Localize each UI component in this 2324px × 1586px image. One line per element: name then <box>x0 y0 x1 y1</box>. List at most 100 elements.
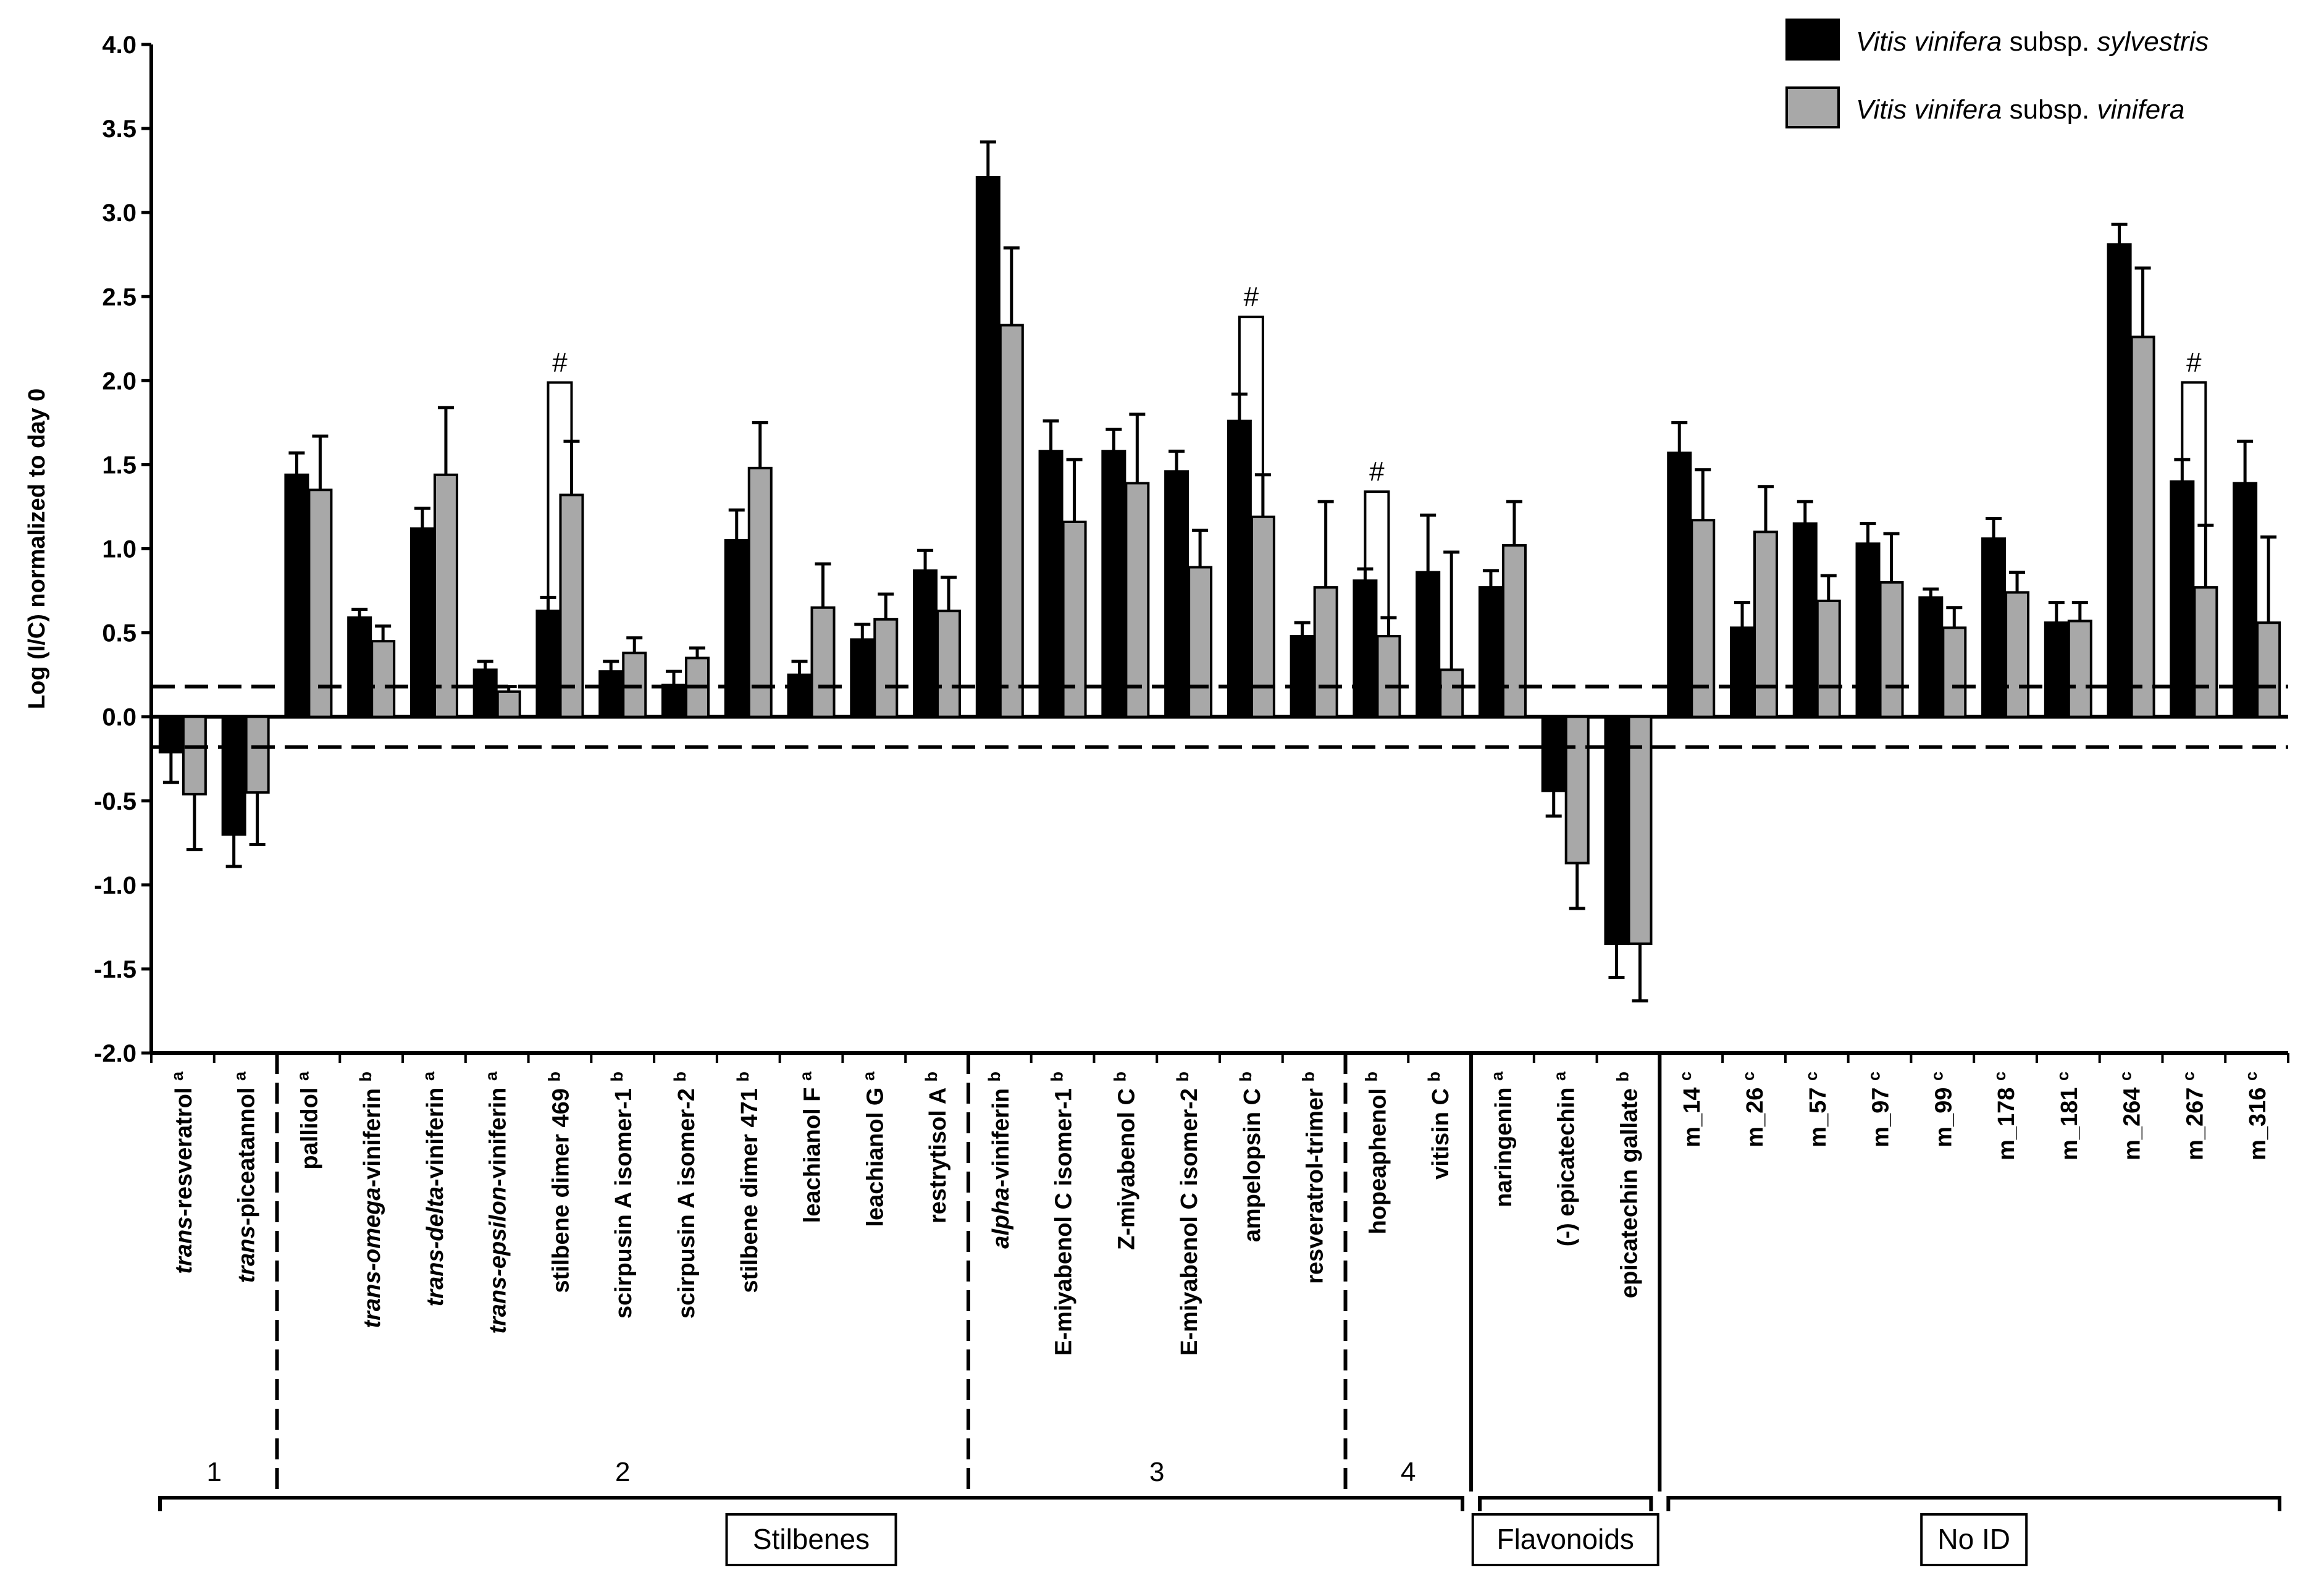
category-label-text: -viniferin <box>988 1082 1014 1188</box>
class-bracket <box>158 1496 1465 1511</box>
legend-rank: subsp. <box>2002 27 2097 57</box>
category-label: naringenin a <box>1488 1071 1517 1207</box>
category-label-superscript: b <box>1613 1072 1632 1082</box>
category-label: trans-omega-viniferin b <box>356 1072 385 1328</box>
category-label-superscript: b <box>608 1072 626 1082</box>
bar <box>1981 537 2007 718</box>
category-label-superscript: c <box>2053 1072 2072 1081</box>
category-label-superscript: b <box>1362 1072 1380 1082</box>
bar <box>2130 335 2155 718</box>
bar <box>598 670 624 718</box>
category-label-superscript: b <box>922 1072 941 1082</box>
category-label-text: restrytisol A <box>925 1082 951 1223</box>
legend-subspecies: vinifera <box>2097 94 2185 125</box>
bar <box>787 673 812 718</box>
category-label-text: -viniferin <box>485 1081 511 1186</box>
category-label-superscript: b <box>1425 1072 1443 1082</box>
category-label-superscript: c <box>2242 1072 2260 1081</box>
category-label-text: -piceatannol <box>234 1081 260 1225</box>
bar <box>1855 542 1881 718</box>
category-label-text: scirpusin A isomer-1 <box>611 1082 637 1319</box>
category-label: m_99 c <box>1928 1072 1957 1148</box>
bar <box>873 618 899 718</box>
bar <box>850 638 875 718</box>
bar <box>1416 571 1441 718</box>
category-label: hopeaphenol b <box>1362 1072 1391 1235</box>
category-label: m_14 c <box>1676 1072 1705 1148</box>
bar <box>1188 566 1213 718</box>
category-label: scirpusin A isomer-1 b <box>608 1072 637 1319</box>
y-tick-label: -0.5 <box>94 788 136 815</box>
bar <box>1942 626 1967 718</box>
legend-label: Vitis vinifera subsp. vinifera <box>1856 94 2184 125</box>
category-label-text: m_57 <box>1805 1081 1831 1148</box>
category-label-text: m_267 <box>2182 1081 2208 1160</box>
category-label-superscript: c <box>2116 1072 2135 1081</box>
category-label-superscript: b <box>545 1072 563 1082</box>
legend-subspecies: sylvestris <box>2097 27 2209 57</box>
class-label: No ID <box>1937 1523 2010 1555</box>
bar <box>936 610 962 718</box>
category-label-text: ampelopsin C <box>1240 1082 1265 1243</box>
bar <box>1604 715 1629 946</box>
category-label: m_97 c <box>1865 1072 1894 1148</box>
category-label-text: leachianol G <box>862 1081 888 1227</box>
legend-label: Vitis vinifera subsp. sylvestris <box>1856 27 2209 57</box>
significance-bracket <box>1364 490 1390 631</box>
category-label-text: hopeaphenol <box>1365 1082 1391 1235</box>
bar <box>182 715 207 795</box>
category-label-text: m_26 <box>1742 1081 1768 1148</box>
category-label-prefix: trans-delta <box>422 1186 448 1306</box>
bar <box>1564 715 1590 865</box>
category-label-superscript: c <box>1865 1072 1884 1081</box>
category-label: m_26 c <box>1739 1072 1768 1148</box>
subgroup-label: 3 <box>1149 1457 1164 1487</box>
category-label: m_267 c <box>2179 1072 2208 1160</box>
bar <box>1227 419 1252 718</box>
bar <box>1667 451 1692 718</box>
bar <box>409 527 435 718</box>
y-tick-label: -1.0 <box>94 872 136 899</box>
bar <box>2067 619 2092 718</box>
category-label-text: -resveratrol <box>171 1081 197 1217</box>
bar <box>559 493 584 718</box>
category-label-prefix: trans <box>234 1225 260 1283</box>
significance-marker: # <box>1369 456 1385 487</box>
category-label-superscript: b <box>985 1072 1004 1082</box>
category-label: m_264 c <box>2116 1072 2146 1160</box>
bar <box>2005 591 2030 718</box>
subgroup-label: 1 <box>207 1457 222 1487</box>
category-label: trans-epsilon-viniferin a <box>482 1071 511 1334</box>
category-label-superscript: b <box>356 1072 375 1082</box>
class-label: Stilbenes <box>753 1523 870 1555</box>
y-tick-label: 2.0 <box>102 367 136 395</box>
bar <box>2107 243 2132 718</box>
legend-species: Vitis vinifera <box>1856 27 2002 57</box>
legend-swatch <box>1785 86 1840 128</box>
category-label-superscript: a <box>419 1071 438 1081</box>
bar <box>2256 621 2281 718</box>
class-box <box>725 1513 897 1566</box>
category-label: m_181 c <box>2053 1072 2083 1160</box>
significance-bracket <box>2181 381 2207 582</box>
bar <box>747 466 773 718</box>
category-label: resveratrol-trimer b <box>1299 1072 1328 1284</box>
category-label-text: E-miyabenol C isomer-1 <box>1051 1082 1077 1356</box>
category-label-prefix: trans-omega <box>359 1188 385 1328</box>
bar <box>1478 586 1503 718</box>
bar <box>1376 635 1401 718</box>
significance-marker: # <box>552 347 568 377</box>
category-label: scirpusin A isomer-2 b <box>671 1072 700 1319</box>
category-label-prefix: trans <box>171 1217 197 1274</box>
bar <box>2044 621 2069 718</box>
category-label: m_178 c <box>1991 1072 2020 1160</box>
bar <box>1879 581 1904 718</box>
bar <box>975 176 1000 718</box>
bar <box>535 610 561 718</box>
category-label-superscript: b <box>671 1072 689 1082</box>
class-bracket <box>1478 1496 1653 1511</box>
category-label-superscript: b <box>1299 1072 1318 1082</box>
bar <box>1501 544 1527 718</box>
significance-marker: # <box>2186 347 2202 377</box>
